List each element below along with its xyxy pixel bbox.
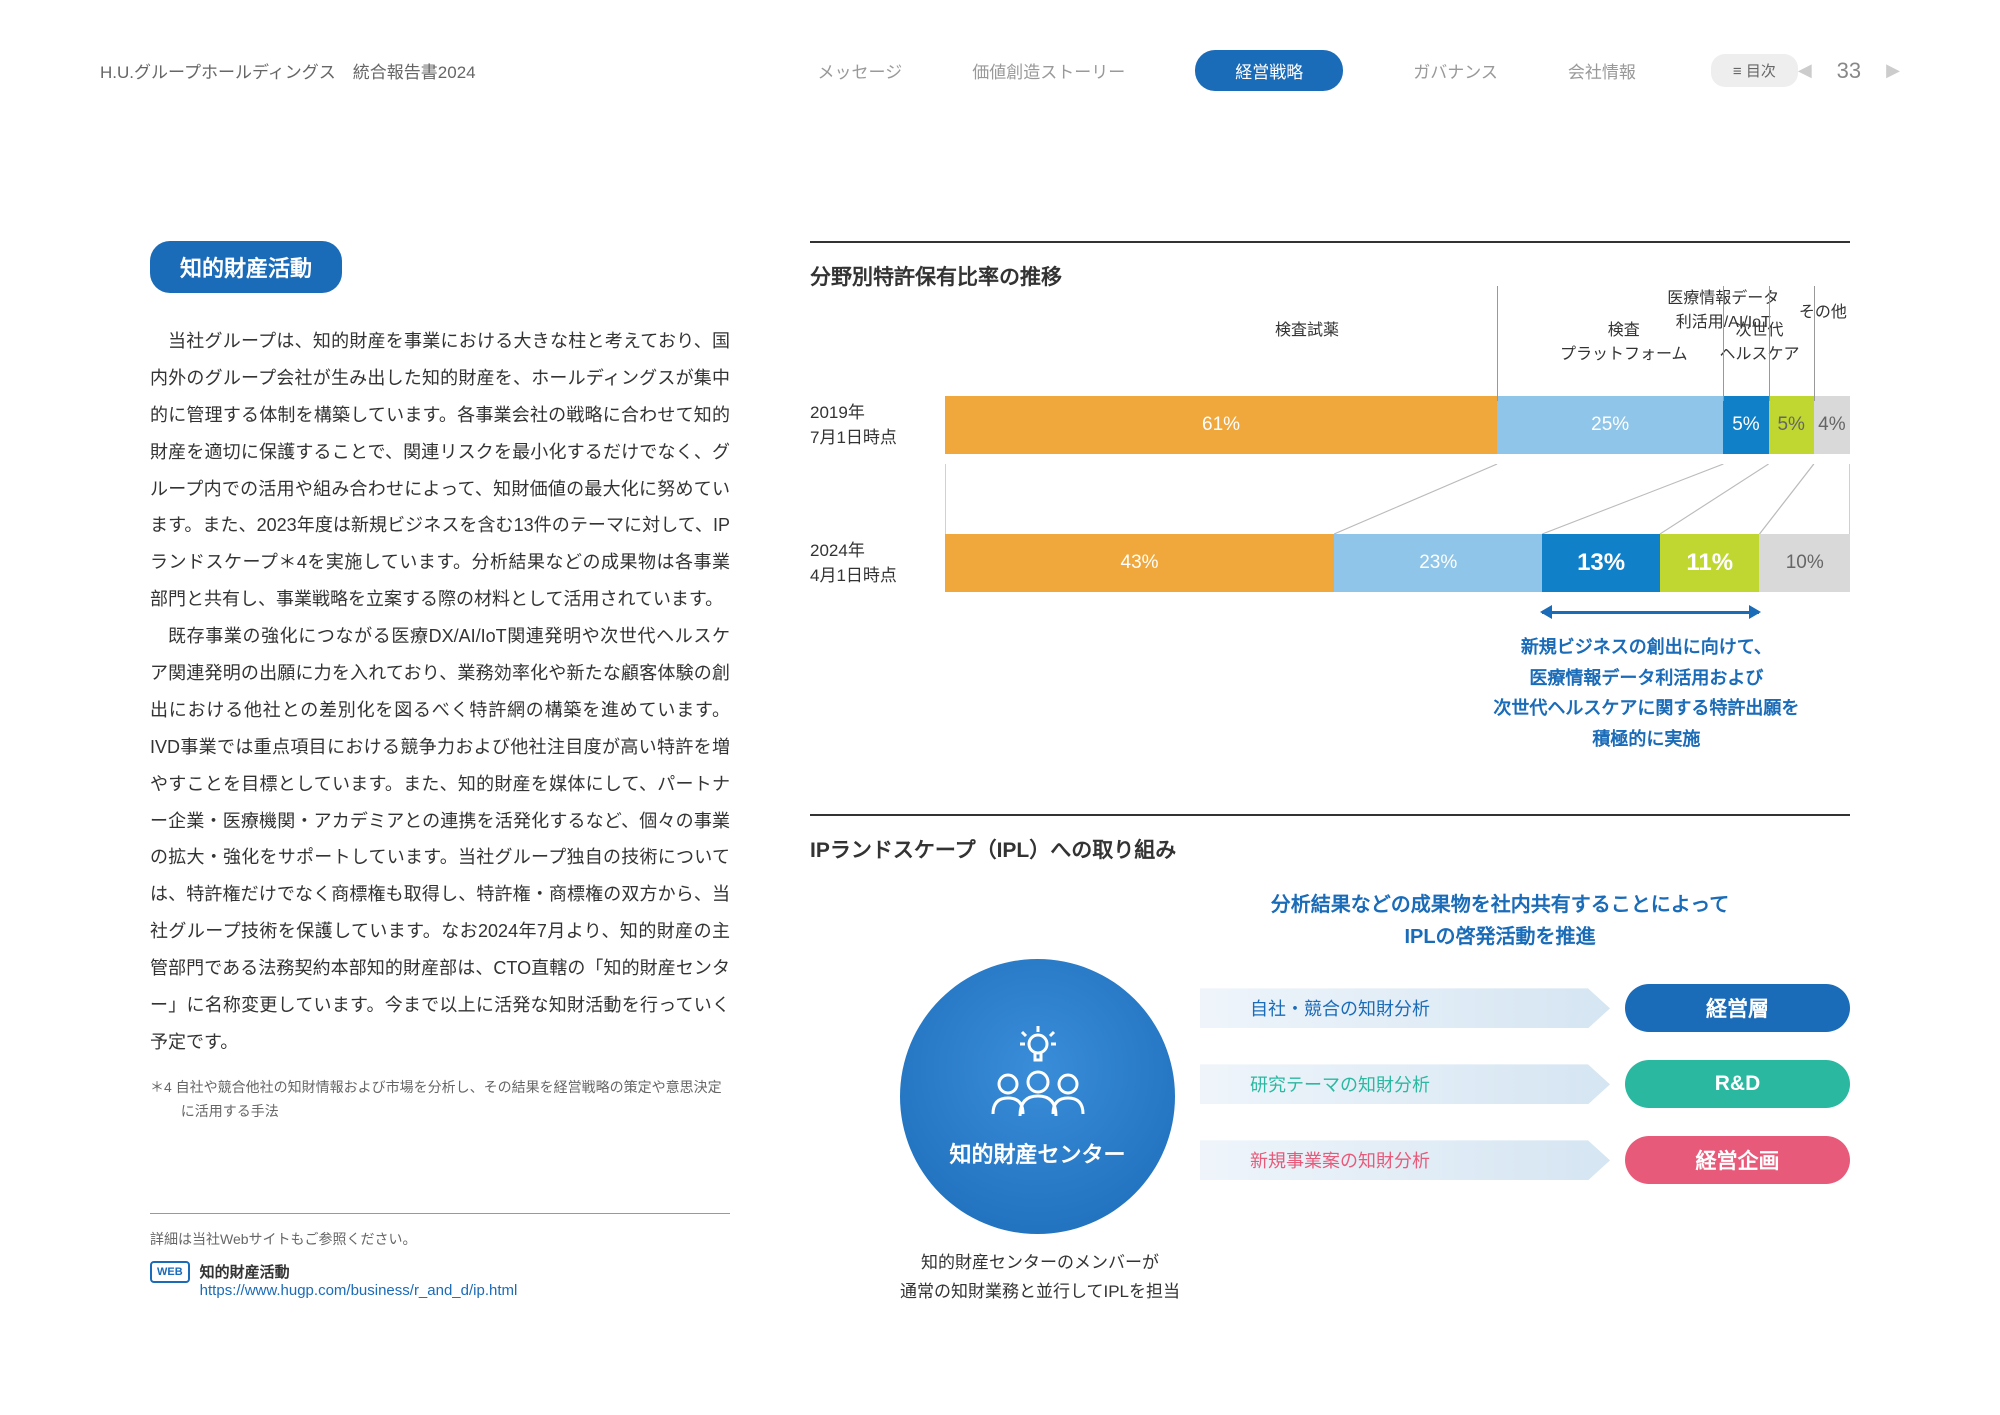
bar-row-label: 2024年4月1日時点 bbox=[810, 538, 945, 589]
nav-item-1[interactable]: 価値創造ストーリー bbox=[972, 58, 1125, 83]
ipl-arrow: 自社・競合の知財分析 bbox=[1200, 988, 1610, 1028]
footnote: ＊4 自社や競合他社の知財情報および市場を分析し、その結果を経営戦略の策定や意思… bbox=[150, 1076, 730, 1124]
category-label: 検査試薬 bbox=[1126, 316, 1488, 340]
bar-chart: 検査試薬検査プラットフォーム医療情報データ利活用/AI/IoT次世代ヘルスケアそ… bbox=[810, 316, 1850, 754]
ipl-pill: 経営層 bbox=[1625, 984, 1850, 1032]
page-number: 33 bbox=[1837, 58, 1861, 84]
ipl-section: IPランドスケープ（IPL）への取り組み 分析結果などの成果物を社内共有すること… bbox=[810, 814, 1850, 1319]
ipl-pill: 経営企画 bbox=[1625, 1136, 1850, 1184]
ipl-heading: 分析結果などの成果物を社内共有することによってIPLの啓発活動を推進 bbox=[1150, 889, 1850, 953]
bar-segment: 61% bbox=[945, 396, 1497, 454]
bar-segment: 11% bbox=[1660, 534, 1760, 592]
bar-segment: 25% bbox=[1497, 396, 1723, 454]
lightbulb-people-icon bbox=[978, 1024, 1098, 1119]
bar-segment: 5% bbox=[1723, 396, 1768, 454]
bar-segment: 10% bbox=[1759, 534, 1850, 592]
bar-row: 2024年4月1日時点43%23%13%11%10% bbox=[810, 534, 1850, 592]
bar-segment: 5% bbox=[1769, 396, 1814, 454]
bar-segment: 4% bbox=[1814, 396, 1850, 454]
ipl-pill: R&D bbox=[1625, 1060, 1850, 1108]
left-column: 知的財産活動 当社グループは、知的財産を事業における大きな柱と考えており、国内外… bbox=[150, 241, 730, 1319]
nav-item-3[interactable]: ガバナンス bbox=[1413, 58, 1498, 83]
bar-segment: 23% bbox=[1334, 534, 1542, 592]
ipl-subtitle: 知的財産センターのメンバーが通常の知財業務と並行してIPLを担当 bbox=[830, 1249, 1250, 1307]
nav-item-2[interactable]: 経営戦略 bbox=[1195, 50, 1343, 91]
bar-segment: 13% bbox=[1542, 534, 1660, 592]
ipl-title: IPランドスケープ（IPL）への取り組み bbox=[810, 814, 1850, 864]
ipl-circle: 知的財産センター bbox=[900, 959, 1175, 1234]
bar-row: 2019年7月1日時点61%25%5%5%4% bbox=[810, 396, 1850, 454]
doc-title: H.U.グループホールディングス 統合報告書2024 bbox=[100, 58, 476, 83]
chart-annotation: 新規ビジネスの創出に向けて、医療情報データ利活用および次世代ヘルスケアに関する特… bbox=[945, 632, 1850, 754]
ipl-arrow: 新規事業案の知財分析 bbox=[1200, 1140, 1610, 1180]
web-link[interactable]: WEB 知的財産活動 https://www.hugp.com/business… bbox=[150, 1261, 730, 1299]
ipl-row: 新規事業案の知財分析経営企画 bbox=[1200, 1136, 1850, 1184]
right-column: 分野別特許保有比率の推移 検査試薬検査プラットフォーム医療情報データ利活用/AI… bbox=[810, 241, 1850, 1319]
header: H.U.グループホールディングス 統合報告書2024 メッセージ 価値創造ストーリ… bbox=[0, 0, 2000, 121]
bar-segment: 43% bbox=[945, 534, 1334, 592]
section-badge: 知的財産活動 bbox=[150, 241, 342, 293]
ipl-arrow: 研究テーマの知財分析 bbox=[1200, 1064, 1610, 1104]
ipl-row: 自社・競合の知財分析経営層 bbox=[1200, 984, 1850, 1032]
nav-item-0[interactable]: メッセージ bbox=[818, 58, 903, 83]
bar-row-label: 2019年7月1日時点 bbox=[810, 400, 945, 451]
prev-arrow-icon[interactable]: ◀ bbox=[1798, 60, 1812, 81]
body-text: 当社グループは、知的財産を事業における大きな柱と考えており、国内外のグループ会社… bbox=[150, 323, 730, 1061]
ipl-row: 研究テーマの知財分析 R&D bbox=[1200, 1060, 1850, 1108]
next-arrow-icon[interactable]: ▶ bbox=[1886, 60, 1900, 81]
web-icon: WEB bbox=[150, 1261, 190, 1283]
nav-item-4[interactable]: 会社情報 bbox=[1568, 58, 1636, 83]
toc-button[interactable]: ≡ 目次 bbox=[1711, 54, 1798, 87]
category-label: 次世代ヘルスケア bbox=[1719, 316, 1800, 364]
web-section: 詳細は当社Webサイトもご参照ください。 WEB 知的財産活動 https://… bbox=[150, 1213, 730, 1299]
category-label: その他 bbox=[1787, 298, 1859, 322]
